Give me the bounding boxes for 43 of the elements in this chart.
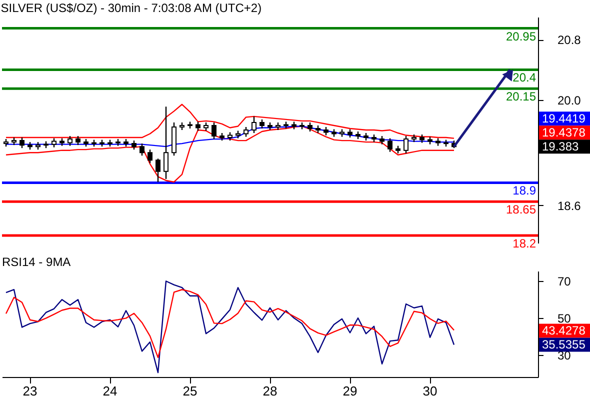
candlestick	[388, 138, 392, 152]
candlestick	[212, 122, 216, 140]
candlestick	[260, 118, 264, 130]
candlestick	[164, 106, 168, 180]
candlestick	[244, 126, 248, 138]
candlestick	[20, 136, 24, 149]
candlestick	[196, 121, 200, 132]
candlestick	[68, 135, 72, 146]
ref-line-label: 20.4	[512, 70, 536, 85]
x-tick-label: 29	[342, 384, 358, 398]
text: 43.4278	[542, 324, 586, 338]
x-tick-label: 25	[182, 384, 198, 398]
candlestick	[404, 135, 408, 154]
x-tick-label: 30	[422, 384, 438, 398]
y-tick-label: 50	[558, 312, 572, 326]
candlestick	[76, 135, 80, 146]
line-series	[5, 289, 455, 358]
y-tick-label: 70	[558, 274, 572, 289]
ref-line-label: 20.15	[506, 90, 536, 104]
candlestick	[52, 138, 56, 148]
ref-line-label: 18.9	[512, 184, 536, 198]
x-tick-label: 24	[102, 384, 118, 398]
x-tick-label: 23	[22, 384, 38, 398]
candlestick	[148, 148, 152, 164]
y-tick-label: 18.6	[558, 198, 582, 213]
ref-line-label: 18.2	[512, 236, 536, 250]
text: 19.4419	[542, 112, 586, 126]
line-series	[5, 280, 455, 374]
chart-title: RSI14 - 9MA	[2, 255, 71, 269]
y-tick-label: 20.0	[558, 93, 582, 108]
candlestick	[140, 142, 144, 156]
candlestick	[308, 122, 312, 132]
text: 19.383	[542, 140, 580, 154]
candlestick	[156, 158, 160, 183]
ref-line-label: 20.95	[506, 29, 536, 44]
y-tick-label: 20.8	[558, 33, 582, 48]
x-tick-label: 28	[262, 384, 278, 398]
candlestick	[132, 140, 136, 150]
candlestick	[252, 116, 256, 134]
ref-line-label: 18.65	[506, 202, 536, 217]
text: 19.4378	[542, 126, 586, 140]
chart-title: SILVER (US$/OZ) - 30min - 7:03:08 AM (UTC+2)	[0, 1, 262, 15]
line-series	[5, 126, 455, 183]
